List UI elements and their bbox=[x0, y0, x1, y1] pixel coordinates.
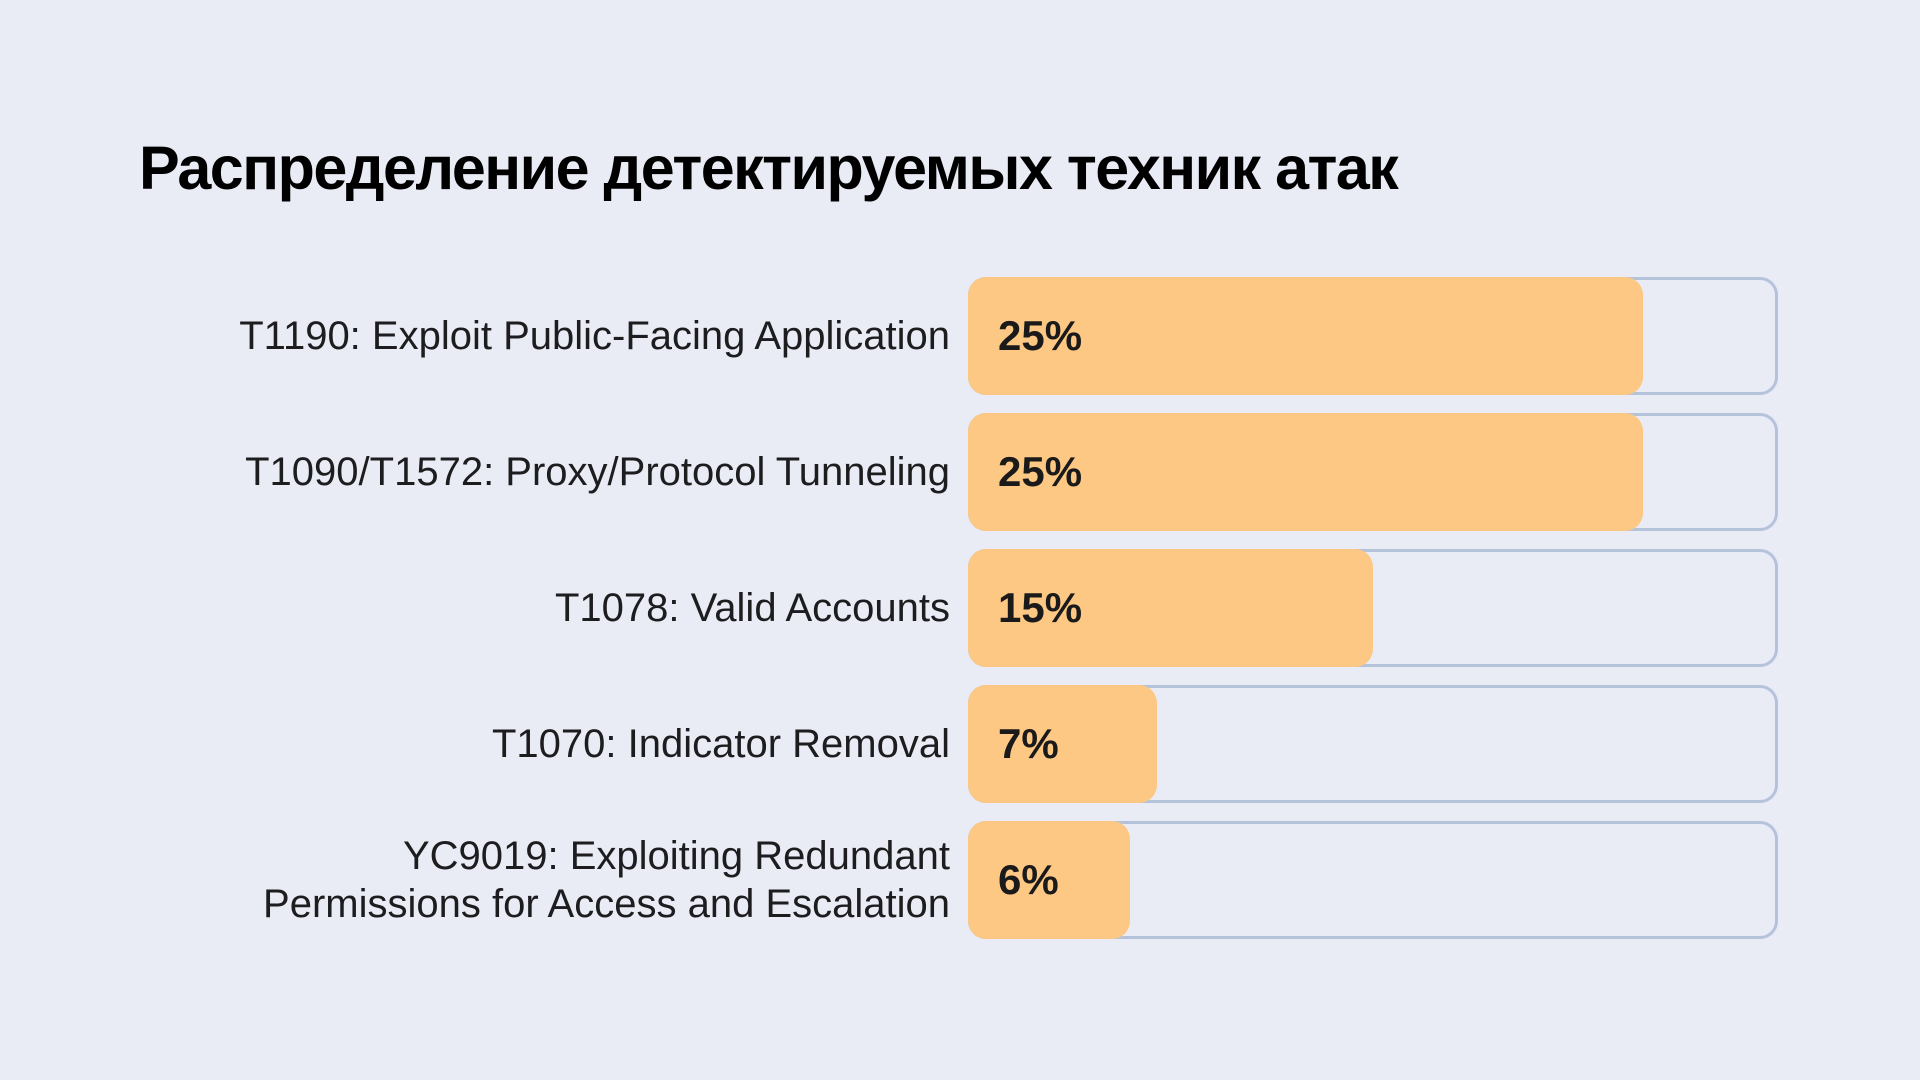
value-label: 25% bbox=[998, 312, 1083, 359]
value-label: 7% bbox=[998, 720, 1059, 767]
bar bbox=[968, 413, 1643, 531]
category-label: YC9019: Exploiting Redundant Permissions… bbox=[263, 834, 950, 926]
bar-row: T1078: Valid Accounts 15% bbox=[0, 549, 1920, 667]
bar bbox=[968, 685, 1157, 803]
category-label: T1078: Valid Accounts bbox=[554, 586, 950, 630]
bar-row: YC9019: Exploiting Redundant Permissions… bbox=[0, 821, 1920, 939]
bar bbox=[968, 549, 1373, 667]
category-label: T1070: Indicator Removal bbox=[491, 722, 950, 766]
value-label: 25% bbox=[998, 448, 1083, 495]
bar-row: T1070: Indicator Removal 7% bbox=[0, 685, 1920, 803]
value-label: 6% bbox=[998, 856, 1059, 903]
bar-row: T1190: Exploit Public-Facing Application… bbox=[0, 277, 1920, 395]
chart-title: Распределение детектируемых техник атак bbox=[139, 134, 1399, 202]
bar bbox=[968, 277, 1643, 395]
bar bbox=[968, 821, 1130, 939]
category-label: T1090/T1572: Proxy/Protocol Tunneling bbox=[245, 450, 950, 494]
value-label: 15% bbox=[998, 584, 1083, 631]
category-label: T1190: Exploit Public-Facing Application bbox=[239, 314, 950, 358]
bar-row: T1090/T1572: Proxy/Protocol Tunneling 25% bbox=[0, 413, 1920, 531]
